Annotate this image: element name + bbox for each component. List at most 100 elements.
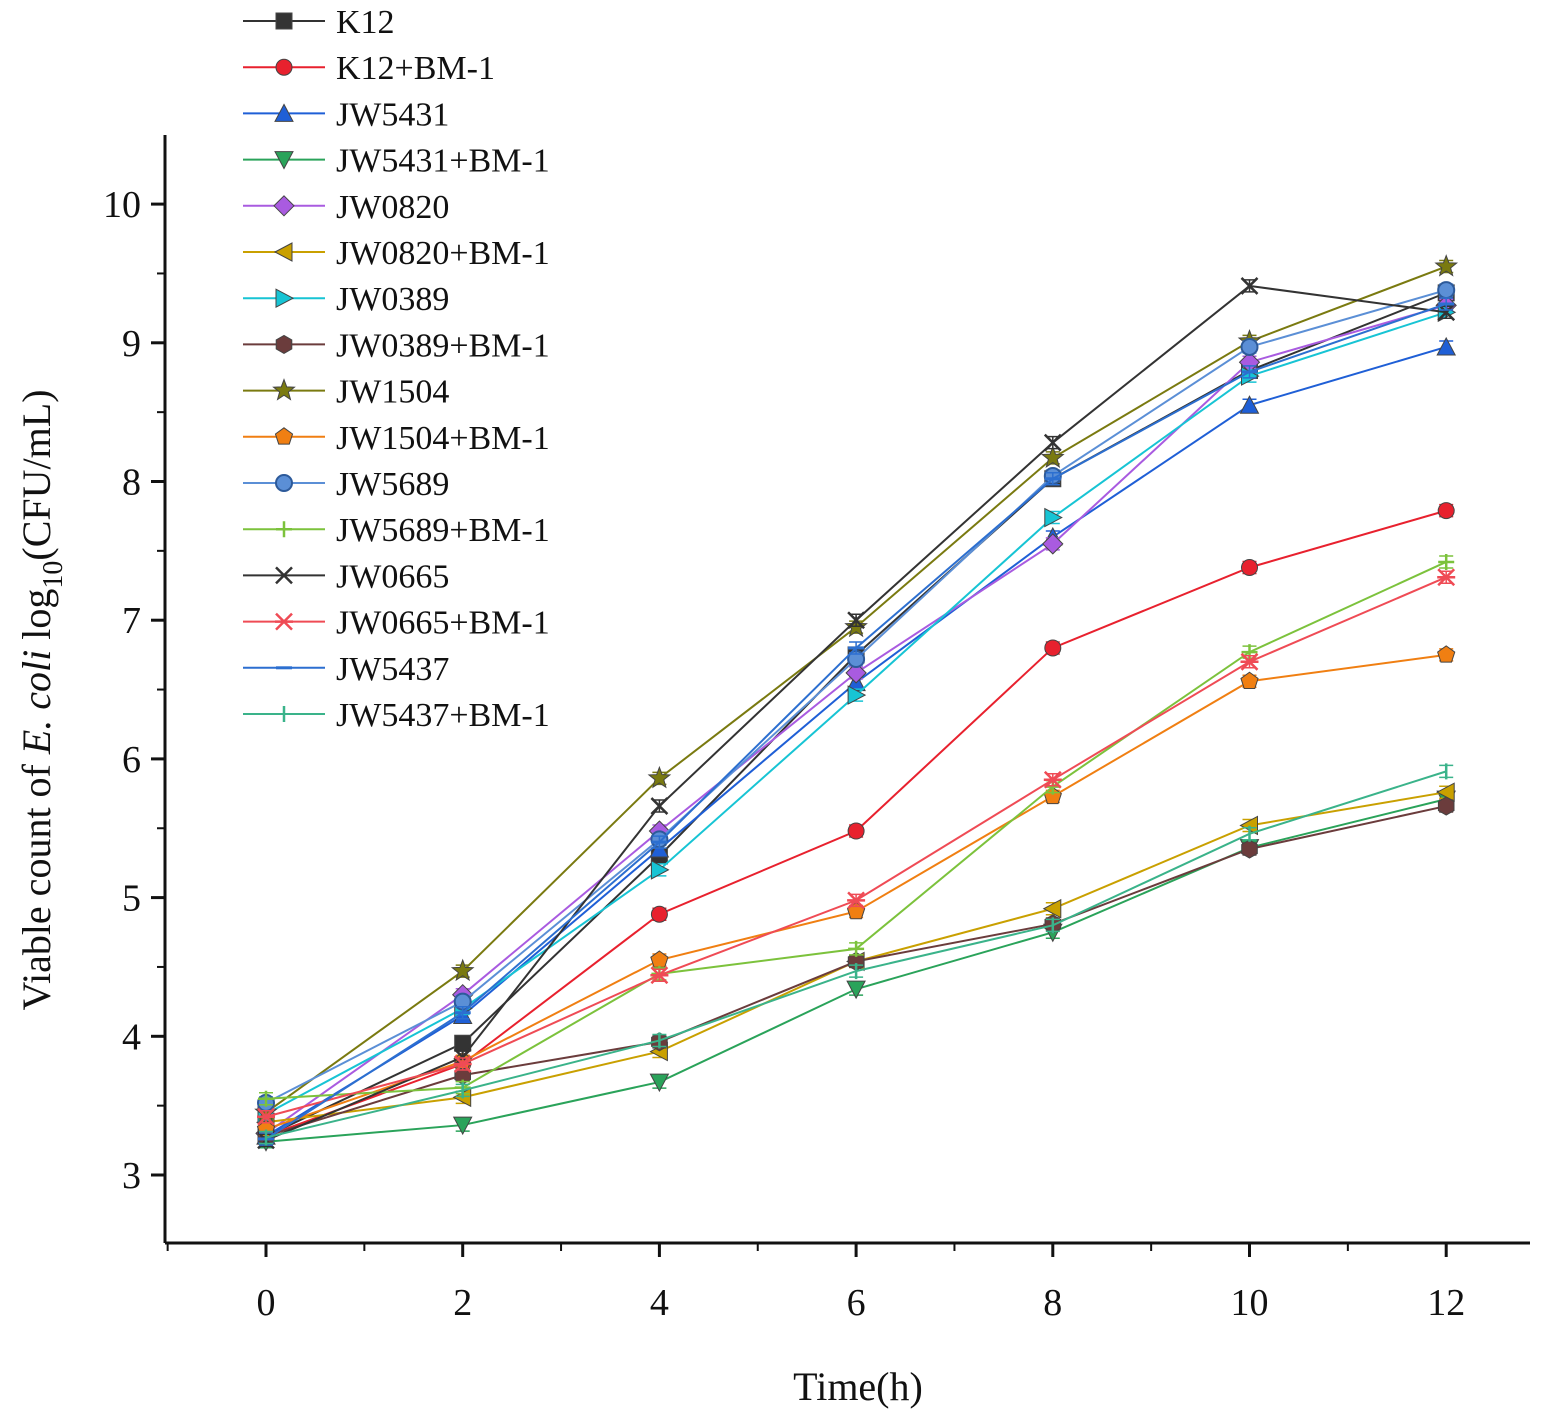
legend-marker [275, 288, 295, 309]
legend-marker [274, 151, 294, 170]
x-tick-label: 6 [847, 1282, 866, 1324]
y-axis-title-part: log [14, 589, 59, 650]
series-layer [254, 254, 1459, 1152]
data-point [1437, 502, 1455, 520]
data-point [1240, 277, 1259, 295]
series-jw0665-bm-1 [257, 568, 1456, 1126]
x-tick-label: 8 [1043, 1282, 1062, 1324]
legend-entry: JW5437 [243, 651, 449, 688]
legend-marker [273, 242, 293, 262]
y-tick-label: 9 [122, 323, 141, 365]
legend-label: JW0820+BM-1 [336, 235, 550, 272]
legend-marker [275, 12, 293, 30]
y-axis-title: Viable count of E. coli log10(CFU/mL) [14, 389, 69, 1010]
data-point [1240, 337, 1259, 356]
data-point [1241, 839, 1258, 859]
y-tick-label: 3 [122, 1155, 141, 1197]
data-point [1044, 507, 1063, 528]
data-point [650, 860, 670, 880]
y-tick-label: 5 [122, 878, 141, 920]
data-point [1437, 303, 1456, 322]
y-axis-title-part: Viable count of [14, 754, 59, 1010]
data-point [453, 1055, 472, 1073]
legend-entry: K12 [243, 4, 395, 41]
data-point [1434, 254, 1459, 277]
legend-label: JW1504+BM-1 [336, 420, 550, 457]
legend-marker [276, 521, 292, 538]
data-point [1437, 281, 1456, 300]
data-point [1239, 395, 1260, 414]
series-jw5437-bm-1 [259, 763, 1454, 1146]
data-point [848, 940, 865, 957]
legend-entry: JW5431 [243, 96, 449, 133]
data-point [258, 1090, 274, 1107]
y-axis-title-italic: E. coli [14, 650, 59, 755]
data-point [847, 685, 867, 705]
legend-entry: K12+BM-1 [243, 50, 495, 87]
legend-label: JW5689+BM-1 [336, 512, 550, 549]
data-point [1043, 770, 1062, 789]
legend-marker [274, 103, 294, 122]
legend-marker [275, 612, 293, 631]
data-point [647, 765, 672, 789]
data-point [1436, 782, 1455, 803]
y-tick-label: 8 [122, 462, 141, 504]
x-axis-title: Time(h) [793, 1364, 923, 1409]
legend-marker [272, 378, 296, 401]
y-tick-label: 4 [122, 1016, 141, 1058]
legend-marker [275, 566, 293, 585]
legend-label: JW5431 [336, 96, 449, 133]
legend-label: JW0389+BM-1 [336, 327, 550, 364]
data-point [1437, 568, 1456, 587]
x-tick-label: 12 [1427, 1282, 1465, 1324]
data-point [847, 822, 865, 840]
legend-label: JW0820 [336, 189, 449, 226]
data-point [257, 1107, 275, 1126]
legend-entry: JW0389+BM-1 [243, 327, 550, 364]
legend-entry: JW5437+BM-1 [243, 697, 550, 734]
legend-entry: JW0820 [243, 189, 449, 226]
legend-entry: JW1504+BM-1 [243, 420, 550, 457]
legend-marker [275, 334, 293, 354]
legend-label: JW1504 [336, 374, 449, 411]
legend-entry: JW0665+BM-1 [243, 605, 550, 642]
legend-label: JW0665+BM-1 [336, 605, 550, 642]
legend-entry: JW0665 [243, 558, 449, 595]
legend-entry: JW0820+BM-1 [243, 235, 550, 272]
legend-label: JW5437 [336, 651, 449, 688]
data-point [1044, 639, 1062, 657]
data-point [650, 905, 668, 923]
y-axis-title-part: (CFU/mL) [14, 389, 59, 560]
legend-marker [273, 195, 295, 217]
legend-label: K12 [336, 4, 395, 41]
legend-label: JW5437+BM-1 [336, 697, 550, 734]
legend-label: JW0389 [336, 281, 449, 318]
legend-marker [274, 427, 294, 445]
data-point [450, 958, 475, 982]
legend-entry: JW5689+BM-1 [243, 512, 550, 549]
y-tick-label: 7 [122, 600, 141, 642]
data-point [1438, 553, 1455, 570]
series-jw0665 [257, 277, 1456, 1150]
data-point [1436, 336, 1457, 356]
legend-entry: JW1504 [243, 374, 449, 411]
data-point [1437, 645, 1456, 663]
data-point [1240, 652, 1259, 671]
legend: K12 K12+BM-1 JW5431 JW5431+BM-1 JW0820 JW0820… [243, 4, 550, 734]
data-point [649, 1073, 670, 1093]
y-axis-title-subscript: 10 [38, 561, 69, 589]
legend-label: JW5689 [336, 466, 449, 503]
data-point [1042, 898, 1062, 919]
legend-label: K12+BM-1 [336, 50, 495, 87]
series-k12-bm-1 [257, 502, 1455, 1145]
data-point [1040, 445, 1065, 468]
legend-entry: JW0389 [243, 281, 449, 318]
x-tick-label: 2 [453, 1282, 472, 1324]
legend-label: JW5431+BM-1 [336, 143, 550, 180]
data-point [1042, 533, 1064, 555]
legend-marker [275, 58, 293, 76]
legend-label: JW0665 [336, 558, 449, 595]
data-point [650, 966, 669, 985]
data-point [846, 980, 866, 1000]
